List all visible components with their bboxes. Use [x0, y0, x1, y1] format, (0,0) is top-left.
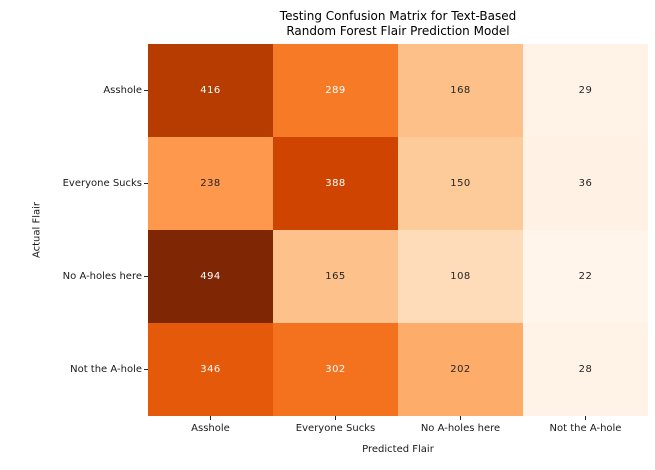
heatmap-cell: 238: [148, 137, 273, 230]
x-axis-label: Predicted Flair: [362, 444, 434, 455]
y-tick-label: Not the A-hole: [70, 364, 142, 375]
x-tick-mark: [335, 416, 336, 420]
x-tick-label: Asshole: [191, 423, 230, 434]
y-tick-mark: [144, 276, 148, 277]
x-tick-mark: [460, 416, 461, 420]
heatmap-cell: 202: [398, 323, 523, 416]
heatmap-grid: 416 289 168 29 238 388 150 36 494 165 108 22 346 302 2…: [148, 44, 648, 416]
heatmap-cell: 168: [398, 44, 523, 137]
heatmap-cell: 346: [148, 323, 273, 416]
y-tick-mark: [144, 369, 148, 370]
x-tick-mark: [585, 416, 586, 420]
y-tick-mark: [144, 90, 148, 91]
heatmap-cell: 302: [273, 323, 398, 416]
heatmap-cell: 289: [273, 44, 398, 137]
x-tick-mark: [210, 416, 211, 420]
heatmap-cell: 165: [273, 230, 398, 323]
heatmap-cell: 28: [523, 323, 648, 416]
y-axis-label: Actual Flair: [31, 201, 43, 259]
chart-title: Testing Confusion Matrix for Text-Based …: [148, 9, 648, 39]
heatmap-cell: 29: [523, 44, 648, 137]
heatmap-cell: 36: [523, 137, 648, 230]
y-tick-label: No A-holes here: [62, 271, 142, 282]
heatmap-cell: 22: [523, 230, 648, 323]
x-tick-label: Not the A-hole: [549, 423, 622, 434]
chart-title-line1: Testing Confusion Matrix for Text-Based: [279, 9, 517, 23]
heatmap-cell: 416: [148, 44, 273, 137]
y-tick-label: Everyone Sucks: [62, 178, 142, 189]
heatmap-cell: 108: [398, 230, 523, 323]
chart-title-line2: Random Forest Flair Prediction Model: [286, 24, 510, 38]
heatmap-cell: 494: [148, 230, 273, 323]
x-tick-label: No A-holes here: [420, 423, 501, 434]
x-tick-label: Everyone Sucks: [295, 423, 376, 434]
y-tick-label: Asshole: [103, 85, 142, 96]
y-tick-mark: [144, 183, 148, 184]
heatmap-cell: 150: [398, 137, 523, 230]
heatmap-cell: 388: [273, 137, 398, 230]
